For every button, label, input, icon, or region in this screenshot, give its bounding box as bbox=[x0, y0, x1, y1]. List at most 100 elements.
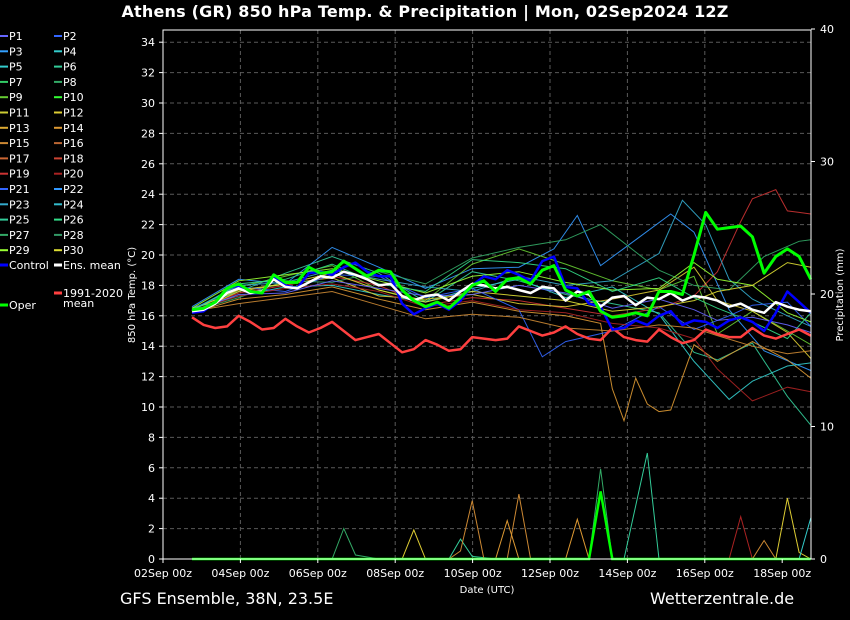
main-lines bbox=[191, 210, 813, 354]
y2-tick-label: 20 bbox=[820, 288, 834, 301]
y-tick-label: 32 bbox=[141, 67, 155, 80]
legend-label-p30: P30 bbox=[63, 244, 84, 257]
source-credit: Wetterzentrale.de bbox=[650, 589, 795, 608]
legend-label-ens-mean: Ens. mean bbox=[63, 259, 121, 272]
precipitation-lines bbox=[192, 452, 812, 561]
legend-label-p28: P28 bbox=[63, 229, 84, 242]
precip-line bbox=[192, 514, 811, 560]
x-tick-label: 12Sep 00z bbox=[521, 567, 579, 580]
y-tick-label: 0 bbox=[148, 553, 155, 566]
legend-label-p16: P16 bbox=[63, 137, 84, 150]
legend-label-p26: P26 bbox=[63, 214, 84, 227]
y2-tick-label: 30 bbox=[820, 156, 834, 169]
y-tick-label: 10 bbox=[141, 401, 155, 414]
y-tick-label: 26 bbox=[141, 158, 155, 171]
legend-label-p9: P9 bbox=[9, 91, 23, 104]
member-line bbox=[191, 248, 812, 346]
y-tick-label: 20 bbox=[141, 249, 155, 262]
legend-label-p20: P20 bbox=[63, 168, 84, 181]
legend-label-p12: P12 bbox=[63, 107, 84, 120]
y2-tick-label: 40 bbox=[820, 23, 834, 36]
y-tick-label: 8 bbox=[148, 431, 155, 444]
legend: P1 P2 P3 P4 P5 P6 P7 P8 P9 P10 P11 P12 P13 P14 P15 P16 P… bbox=[0, 30, 123, 312]
legend-label-p21: P21 bbox=[9, 183, 30, 196]
legend-label-p27: P27 bbox=[9, 229, 30, 242]
legend-label-clim: 1991-2020 bbox=[63, 287, 123, 300]
precip-line bbox=[192, 517, 811, 560]
y-tick-label: 30 bbox=[141, 97, 155, 110]
x-tick-label: 16Sep 00z bbox=[676, 567, 734, 580]
precip-line bbox=[192, 468, 811, 560]
model-info: GFS Ensemble, 38N, 23.5E bbox=[120, 589, 334, 608]
legend-label-clim-2: mean bbox=[63, 297, 94, 310]
legend-label-p10: P10 bbox=[63, 91, 84, 104]
legend-label-p22: P22 bbox=[63, 183, 84, 196]
legend-label-p23: P23 bbox=[9, 198, 30, 211]
x-tick-label: 18Sep 00z bbox=[753, 567, 811, 580]
member-line bbox=[191, 259, 812, 340]
x-tick-label: 02Sep 00z bbox=[134, 567, 192, 580]
y-tick-label: 14 bbox=[141, 340, 155, 353]
legend-label-p25: P25 bbox=[9, 214, 30, 227]
legend-label-p15: P15 bbox=[9, 137, 30, 150]
legend-label-p19: P19 bbox=[9, 168, 30, 181]
legend-label-p11: P11 bbox=[9, 107, 30, 120]
y2-tick-label: 10 bbox=[820, 421, 834, 434]
x-tick-label: 08Sep 00z bbox=[366, 567, 424, 580]
legend-label-p8: P8 bbox=[63, 76, 77, 89]
legend-label-p4: P4 bbox=[63, 45, 77, 58]
x-axis-ticks: 02Sep 00z 04Sep 00z 06Sep 00z 08Sep 00z 10Se… bbox=[134, 559, 811, 580]
y2-tick-label: 0 bbox=[820, 553, 827, 566]
y-tick-label: 12 bbox=[141, 371, 155, 384]
y-tick-label: 22 bbox=[141, 219, 155, 232]
y-tick-label: 2 bbox=[148, 523, 155, 536]
legend-label-p17: P17 bbox=[9, 152, 30, 165]
y-tick-label: 28 bbox=[141, 127, 155, 140]
legend-label-p5: P5 bbox=[9, 61, 23, 74]
x-tick-label: 06Sep 00z bbox=[289, 567, 347, 580]
precip-line bbox=[192, 494, 811, 560]
legend-label-p3: P3 bbox=[9, 45, 23, 58]
legend-label-oper: Oper bbox=[9, 299, 36, 312]
member-line bbox=[191, 262, 811, 312]
legend-label-p14: P14 bbox=[63, 122, 84, 135]
member-line bbox=[191, 286, 812, 423]
x-tick-label: 14Sep 00z bbox=[598, 567, 656, 580]
series-line-1991-2020-mean bbox=[191, 314, 812, 354]
plot-frame bbox=[162, 29, 812, 560]
y-tick-label: 4 bbox=[148, 492, 155, 505]
legend-label-control: Control bbox=[9, 259, 49, 272]
grid bbox=[163, 30, 811, 559]
x-axis-label: Date (UTC) bbox=[460, 585, 515, 596]
legend-label-p13: P13 bbox=[9, 122, 30, 135]
precip-line bbox=[192, 491, 811, 561]
y-tick-label: 16 bbox=[141, 310, 155, 323]
y-tick-label: 24 bbox=[141, 188, 155, 201]
legend-label-p18: P18 bbox=[63, 152, 84, 165]
y-tick-label: 18 bbox=[141, 279, 155, 292]
legend-label-p6: P6 bbox=[63, 61, 77, 74]
y-axis-label: 850 hPa Temp. (°C) bbox=[127, 247, 138, 343]
member-line bbox=[191, 283, 811, 402]
member-line bbox=[191, 224, 811, 312]
member-line bbox=[191, 213, 811, 371]
y2-axis-ticks: 0 10 20 30 40 bbox=[811, 23, 834, 566]
x-tick-label: 04Sep 00z bbox=[211, 567, 269, 580]
legend-label-p24: P24 bbox=[63, 198, 84, 211]
series-line-oper bbox=[191, 210, 813, 319]
series-line-ens-mean bbox=[191, 270, 811, 315]
legend-label-p1: P1 bbox=[9, 30, 23, 43]
y2-axis-label: Precipitation (mm) bbox=[835, 248, 846, 341]
legend-label-p29: P29 bbox=[9, 244, 30, 257]
legend-label-p7: P7 bbox=[9, 76, 23, 89]
member-line bbox=[191, 290, 811, 355]
member-line bbox=[191, 274, 812, 358]
y-tick-label: 6 bbox=[148, 462, 155, 475]
x-tick-label: 10Sep 00z bbox=[444, 567, 502, 580]
precip-line bbox=[192, 452, 811, 560]
legend-label-p2: P2 bbox=[63, 30, 77, 43]
y-tick-label: 34 bbox=[141, 36, 155, 49]
chart-title: Athens (GR) 850 hPa Temp. & Precipitatio… bbox=[121, 2, 729, 21]
